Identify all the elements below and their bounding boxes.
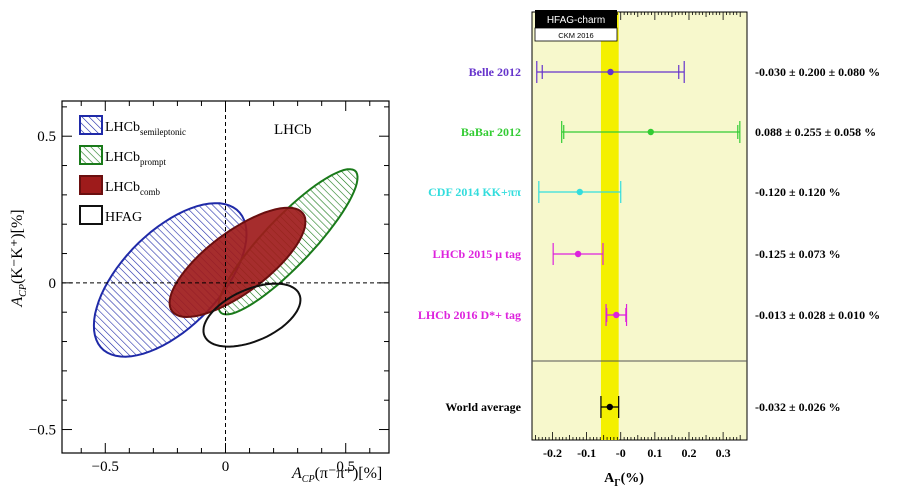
legend-entry-comb: LHCbcomb xyxy=(79,175,160,197)
measurement-value-text: -0.125 ± 0.073 % xyxy=(755,247,841,261)
world-average-band xyxy=(600,12,619,440)
legend-entry-prompt: LHCbprompt xyxy=(79,145,166,167)
forest-x-tick-label: -0.1 xyxy=(577,446,596,460)
legend-label-semileptonic: LHCbsemileptonic xyxy=(105,120,186,137)
forest-x-axis-label: AΓ(%) xyxy=(604,471,644,487)
forest-x-tick-label: -0 xyxy=(616,446,626,460)
measurement-label: BaBar 2012 xyxy=(461,125,521,139)
legend-swatch-prompt xyxy=(79,145,103,165)
ellipse-plot-ticks: −0.5 0 0.5 −0.5 0 0.5 xyxy=(29,101,389,475)
measurement-value-text: -0.030 ± 0.200 ± 0.080 % xyxy=(755,65,880,79)
y-tick-label: −0.5 xyxy=(29,423,56,439)
forest-row: LHCb 2016 D*+ tag -0.013 ± 0.028 ± 0.010 … xyxy=(418,304,880,326)
measurement-value-text: -0.013 ± 0.028 ± 0.010 % xyxy=(755,308,880,322)
legend-label-comb: LHCbcomb xyxy=(105,180,160,197)
x-tick-label: −0.5 xyxy=(92,459,119,475)
legend-entry-semileptonic: LHCbsemileptonic xyxy=(79,115,186,137)
forest-row: BaBar 2012 0.088 ± 0.255 ± 0.058 % xyxy=(461,121,876,143)
ellipse-x-axis-label: ACP(π⁻π⁺)[%] xyxy=(291,465,382,485)
measurement-value-text: -0.120 ± 0.120 % xyxy=(755,185,841,199)
hfag-badge: HFAG-charm CKM 2016 xyxy=(534,10,618,42)
forest-plot-frame xyxy=(531,11,748,441)
ellipse-plot: −0.5 0 0.5 −0.5 0 0.5 LHCb LHCbsemileptonic L… xyxy=(9,100,390,485)
measurement-label: Belle 2012 xyxy=(469,65,521,79)
forest-x-tick-label: 0.2 xyxy=(681,446,696,460)
forest-rows: Belle 2012 -0.030 ± 0.200 ± 0.080 % BaBar … xyxy=(418,61,880,418)
measurement-label: LHCb 2016 D*+ tag xyxy=(418,308,521,322)
forest-x-tick-label: 0.1 xyxy=(647,446,662,460)
measurement-value-text: -0.032 ± 0.026 % xyxy=(755,400,841,414)
legend-swatch-comb xyxy=(79,175,103,195)
ellipse-group xyxy=(92,168,359,358)
hfag-badge-subtitle-bg xyxy=(534,27,618,42)
hfag-badge-title: HFAG-charm xyxy=(547,15,605,26)
forest-plot: -0.2 -0.1 -0 0.1 0.2 0.3 Belle 2012 -0.030 ± 0… xyxy=(418,10,880,487)
ellipse-legend: LHCbsemileptonic LHCbprompt LHCbcomb HFA… xyxy=(79,115,186,225)
legend-swatch-hfag xyxy=(79,205,103,225)
measurement-value-text: 0.088 ± 0.255 ± 0.058 % xyxy=(755,125,876,139)
x-tick-label: 0.5 xyxy=(336,459,355,475)
measurement-label: LHCb 2015 μ tag xyxy=(433,247,521,261)
forest-row: World average -0.032 ± 0.026 % xyxy=(445,396,841,418)
forest-row: CDF 2014 KK+ππ -0.120 ± 0.120 % xyxy=(428,181,841,203)
ellipse-hfag xyxy=(202,282,302,348)
central-value-point xyxy=(613,311,620,319)
central-value-point xyxy=(607,68,614,76)
legend-label-prompt: LHCbprompt xyxy=(105,150,166,167)
ellipse-comb xyxy=(168,206,307,319)
forest-row: Belle 2012 -0.030 ± 0.200 ± 0.080 % xyxy=(469,61,880,83)
ellipse-y-axis-label: ACP(K⁻K⁺)[%] xyxy=(9,209,29,307)
lhcb-annotation: LHCb xyxy=(274,122,312,138)
legend-swatch-semileptonic xyxy=(79,115,103,135)
legend-label-hfag: HFAG xyxy=(105,210,142,225)
forest-x-tick-label: 0.3 xyxy=(716,446,731,460)
central-value-point xyxy=(574,250,582,258)
hfag-badge-title-bg xyxy=(535,10,617,28)
zero-lines xyxy=(62,101,389,453)
y-tick-label: 0.5 xyxy=(37,129,56,145)
hfag-badge-subtitle: CKM 2016 xyxy=(558,31,593,40)
y-tick-label: 0 xyxy=(49,276,57,292)
central-value-point xyxy=(647,128,654,136)
measurement-label: CDF 2014 KK+ππ xyxy=(428,185,521,199)
central-value-point xyxy=(576,188,583,196)
legend-entry-hfag: HFAG xyxy=(79,205,142,225)
x-tick-label: 0 xyxy=(222,459,230,475)
forest-row: LHCb 2015 μ tag -0.125 ± 0.073 % xyxy=(433,243,841,265)
forest-x-tick-label: -0.2 xyxy=(543,446,562,460)
central-value-point xyxy=(606,403,614,411)
world-average-label: World average xyxy=(445,400,521,414)
